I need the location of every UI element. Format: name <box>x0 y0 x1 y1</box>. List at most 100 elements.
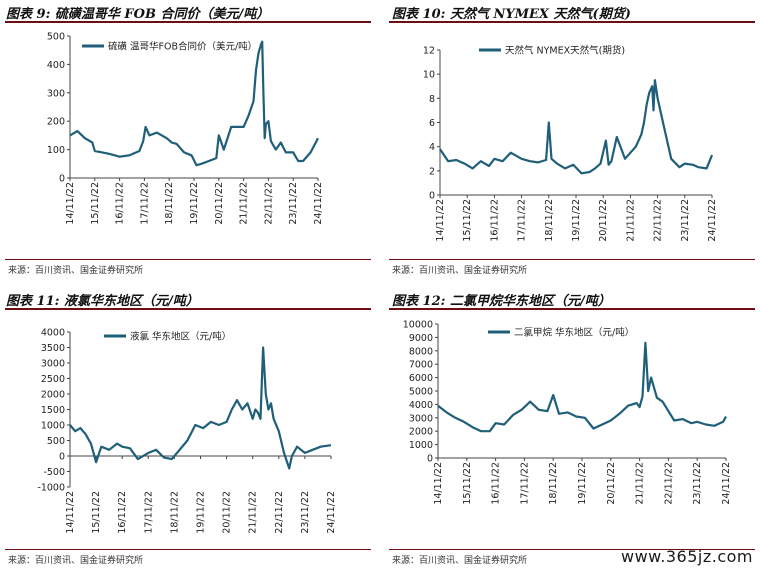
x-tick-label: 19/11/22 <box>577 462 588 505</box>
x-tick-label: 15/11/22 <box>90 182 101 225</box>
x-tick-label: 16/11/22 <box>117 491 128 534</box>
watermark-text: www.365jz.com <box>620 547 753 566</box>
x-tick-label: 24/11/22 <box>707 199 718 242</box>
panel-rule <box>389 21 755 23</box>
y-tick-label: 4 <box>429 142 435 153</box>
x-tick-label: 16/11/22 <box>115 182 126 225</box>
x-tick-label: 20/11/22 <box>606 462 617 505</box>
y-tick-label: 0 <box>59 452 65 463</box>
x-tick-label: 14/11/22 <box>433 462 444 505</box>
y-tick-label: 7000 <box>409 360 433 371</box>
x-tick-label: 21/11/22 <box>248 491 259 534</box>
y-tick-label: 3000 <box>409 413 433 424</box>
x-tick-label: 18/11/22 <box>164 182 175 225</box>
x-tick-label: 17/11/22 <box>517 199 528 242</box>
source-rule <box>389 549 755 550</box>
x-tick-label: 16/11/22 <box>491 462 502 505</box>
x-tick-label: 22/11/22 <box>274 491 285 534</box>
x-tick-label: 19/11/22 <box>196 491 207 534</box>
x-tick-label: 17/11/22 <box>139 182 150 225</box>
y-tick-label: 3500 <box>41 343 65 354</box>
panel-rule <box>5 21 371 23</box>
x-tick-label: 16/11/22 <box>489 199 500 242</box>
x-tick-label: 18/11/22 <box>169 491 180 534</box>
x-tick-label: 22/11/22 <box>263 182 274 225</box>
y-tick-label: 100 <box>47 145 65 156</box>
panel-title-dichloromethane: 图表 12: 二氯甲烷华东地区（元/吨） <box>392 294 611 309</box>
panel-title-sulfur: 图表 9: 硫磺温哥华 FOB 合同价（美元/吨） <box>6 7 270 22</box>
panel-title-liquid-chlorine: 图表 11: 液氯华东地区（元/吨） <box>6 294 199 309</box>
y-tick-label: 3000 <box>41 359 65 370</box>
x-tick-label: 17/11/22 <box>143 491 154 534</box>
y-tick-label: -500 <box>43 467 65 478</box>
x-tick-label: 21/11/22 <box>239 182 250 225</box>
x-tick-label: 15/11/22 <box>462 199 473 242</box>
x-tick-label: 23/11/22 <box>288 182 299 225</box>
panel-rule <box>5 308 371 310</box>
source-note: 来源：百川资讯、国金证券研究所 <box>392 266 528 276</box>
x-tick-label: 19/11/22 <box>571 199 582 242</box>
panel-rule <box>389 308 755 310</box>
chart-sulfur: 0 100 200 300 400 500 14/11/22 15/11/22 16/11/22… <box>47 32 324 225</box>
source-rule <box>5 549 371 550</box>
x-tick-label: 24/11/22 <box>326 491 337 534</box>
y-tick-label: 6000 <box>409 373 433 384</box>
x-tick-label: 23/11/22 <box>680 199 691 242</box>
y-tick-label: 0 <box>429 191 435 202</box>
source-note: 来源：百川资讯、国金证券研究所 <box>8 266 144 276</box>
y-tick-label: 12 <box>423 46 435 57</box>
legend-label: 硫磺 温哥华FOB合同价（美元/吨） <box>108 41 257 53</box>
x-tick-label: 23/11/22 <box>692 462 703 505</box>
x-tick-label: 24/11/22 <box>313 182 324 225</box>
y-tick-label: 10000 <box>403 320 433 331</box>
y-tick-label: 4000 <box>409 400 433 411</box>
legend-label: 天然气 NYMEX天然气(期货) <box>505 45 625 57</box>
source-note: 来源：百川资讯、国金证券研究所 <box>8 556 144 566</box>
chart-dichloromethane: 0 1000 2000 3000 4000 5000 6000 7000 8000 9000 100… <box>403 320 732 505</box>
chart-natural-gas: 0 2 4 6 8 10 12 14/11/22 15/11/22 16/11/22 17/11/2… <box>423 45 718 242</box>
x-tick-label: 14/11/22 <box>65 182 76 225</box>
series-line <box>439 79 714 175</box>
y-tick-label: 4000 <box>41 328 65 339</box>
x-tick-label: 15/11/22 <box>91 491 102 534</box>
y-tick-label: 0 <box>59 174 65 185</box>
y-tick-label: 8 <box>429 94 435 105</box>
x-tick-label: 23/11/22 <box>300 491 311 534</box>
y-tick-label: 6 <box>429 118 435 129</box>
x-tick-label: 21/11/22 <box>635 462 646 505</box>
x-tick-label: 21/11/22 <box>625 199 636 242</box>
chart-liquid-chlorine: -1000 -500 0 500 1000 1500 2000 2500 3000 3500 400… <box>37 328 337 534</box>
legend-label: 二氯甲烷 华东地区（元/吨） <box>514 327 634 339</box>
x-tick-label: 20/11/22 <box>214 182 225 225</box>
y-tick-label: 2000 <box>41 390 65 401</box>
y-tick-label: 200 <box>47 117 65 128</box>
x-tick-label: 15/11/22 <box>462 462 473 505</box>
series-line <box>437 341 727 433</box>
x-tick-label: 22/11/22 <box>663 462 674 505</box>
y-tick-label: 500 <box>47 436 65 447</box>
y-tick-label: 10 <box>423 70 435 81</box>
y-tick-label: 1000 <box>409 440 433 451</box>
x-tick-label: 18/11/22 <box>544 199 555 242</box>
y-tick-label: 2500 <box>41 374 65 385</box>
source-rule <box>5 259 371 260</box>
y-tick-label: 8000 <box>409 346 433 357</box>
y-tick-label: 1000 <box>41 421 65 432</box>
series-line <box>69 346 332 470</box>
y-tick-label: 5000 <box>409 387 433 398</box>
x-tick-label: 14/11/22 <box>65 491 76 534</box>
source-note: 来源：百川资讯、国金证券研究所 <box>392 556 528 566</box>
x-tick-label: 20/11/22 <box>222 491 233 534</box>
x-tick-label: 14/11/22 <box>435 199 446 242</box>
y-tick-label: 1500 <box>41 405 65 416</box>
y-tick-label: 9000 <box>409 333 433 344</box>
source-rule <box>389 259 755 260</box>
y-tick-label: 2000 <box>409 427 433 438</box>
y-tick-label: 2 <box>429 166 435 177</box>
panel-title-natural-gas: 图表 10: 天然气 NYMEX 天然气(期货) <box>392 7 631 22</box>
x-tick-label: 22/11/22 <box>653 199 664 242</box>
x-tick-label: 19/11/22 <box>189 182 200 225</box>
x-tick-label: 20/11/22 <box>598 199 609 242</box>
legend-label: 液氯 华东地区（元/吨） <box>130 331 231 343</box>
x-tick-label: 18/11/22 <box>548 462 559 505</box>
